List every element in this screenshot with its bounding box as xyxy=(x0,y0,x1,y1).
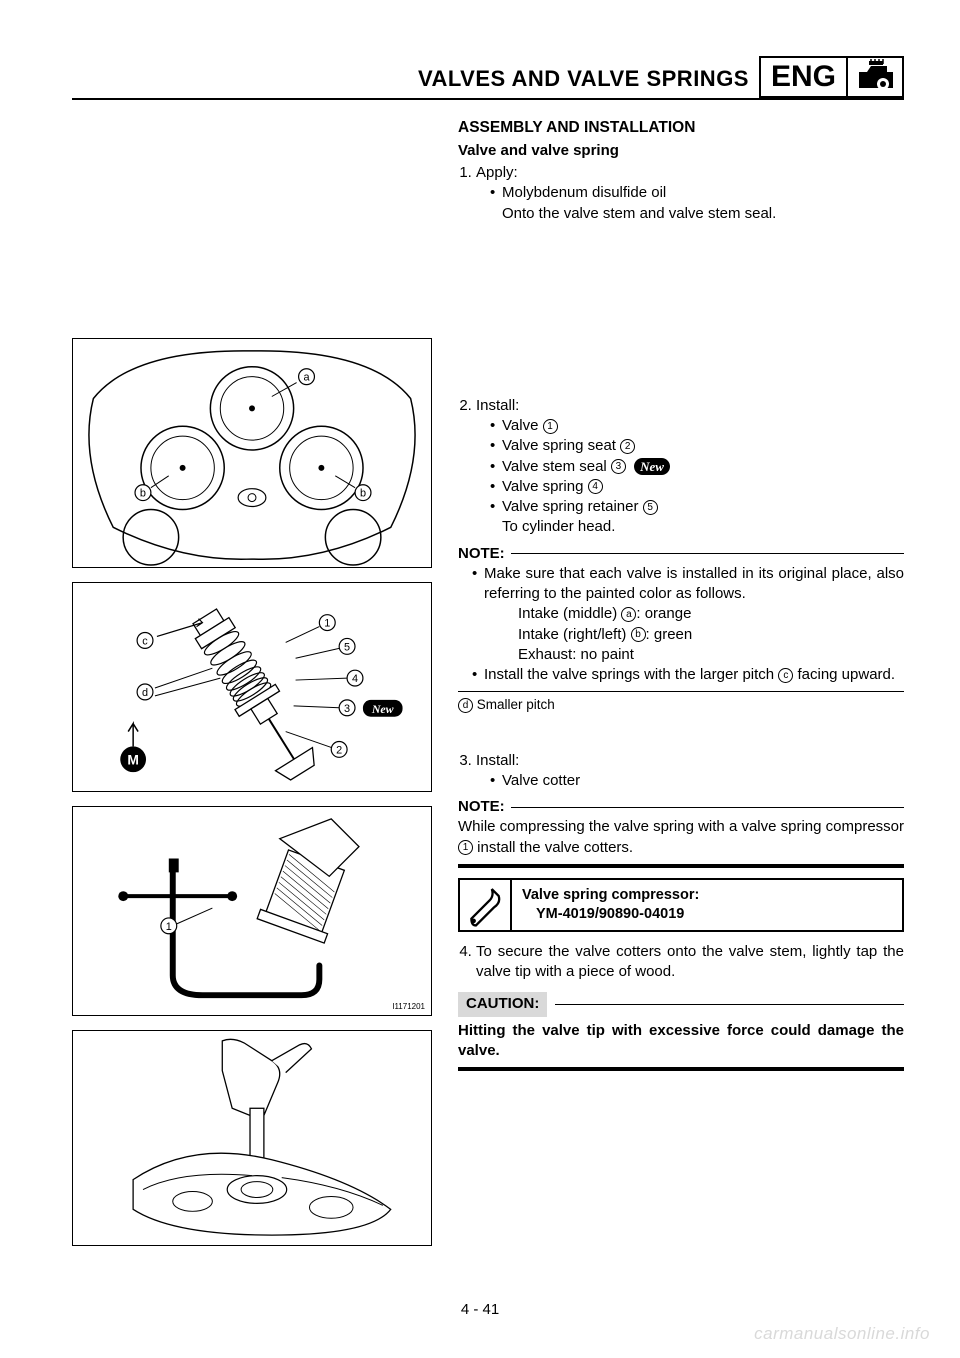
svg-text:a: a xyxy=(303,372,310,384)
tool-value: YM-4019/90890-04019 xyxy=(522,905,699,924)
svg-text:5: 5 xyxy=(344,641,350,653)
engine-icon xyxy=(848,56,904,98)
figure-4-tap-valve xyxy=(72,1030,432,1246)
svg-text:New: New xyxy=(371,702,394,716)
exhaust-nopaint: Exhaust: no paint xyxy=(518,645,904,665)
eng-label: ENG xyxy=(759,56,848,98)
step-1: Apply: Molybdenum disulfide oil Onto the… xyxy=(476,163,904,224)
svg-text:c: c xyxy=(142,635,148,647)
page-header: VALVES AND VALVE SPRINGS ENG xyxy=(72,56,904,100)
assembly-heading: ASSEMBLY AND INSTALLATION xyxy=(458,118,904,139)
figure-3-spring-compressor: 1 I1171201 xyxy=(72,806,432,1016)
step-2-spring: Valve spring 4 xyxy=(490,477,904,497)
new-badge: New xyxy=(634,458,670,476)
figure-2-valve-assembly: c d M 1 5 xyxy=(72,582,432,792)
step-3-item: Valve cotter xyxy=(490,771,904,791)
tool-spec-box: Valve spring compressor: YM-4019/90890-0… xyxy=(458,878,904,932)
wrench-icon xyxy=(460,880,512,930)
svg-text:b: b xyxy=(140,488,146,500)
step-2-seal: Valve stem seal 3 New xyxy=(490,457,904,477)
step-2-label: Install: xyxy=(476,397,519,414)
note-1-text: Make sure that each valve is installed i… xyxy=(472,564,904,605)
watermark: carmanualsonline.info xyxy=(754,1324,930,1344)
step-1-item: Molybdenum disulfide oil Onto the valve … xyxy=(490,183,904,224)
header-boxes: ENG xyxy=(759,56,904,98)
note-2-text: Install the valve springs with the large… xyxy=(472,665,904,685)
svg-text:1: 1 xyxy=(324,618,330,630)
step-4: To secure the valve cotters onto the val… xyxy=(476,942,904,983)
note-2-body: While compressing the valve spring with … xyxy=(458,817,904,858)
intake-middle: Intake (middle) a: orange xyxy=(518,604,904,624)
svg-text:M: M xyxy=(127,751,139,767)
tool-label: Valve spring compressor: xyxy=(522,886,699,905)
step-2: Install: Valve 1 Valve spring seat 2 Val… xyxy=(476,396,904,538)
figure-1-cylinder-head: a b b xyxy=(72,338,432,568)
page-number: 4 - 41 xyxy=(0,1301,960,1318)
caution-header: CAUTION: xyxy=(458,992,904,1016)
figure-3-id: I1171201 xyxy=(392,1002,425,1011)
step-2-retainer: Valve spring retainer 5To cylinder head. xyxy=(490,497,904,538)
step-1-label: Apply: xyxy=(476,164,518,181)
figures-column: a b b xyxy=(72,118,432,1246)
text-column: ASSEMBLY AND INSTALLATION Valve and valv… xyxy=(458,118,904,1246)
step-1-desc: Onto the valve stem and valve stem seal. xyxy=(502,205,776,222)
step-3-label: Install: xyxy=(476,752,519,769)
caution-text: Hitting the valve tip with excessive for… xyxy=(458,1021,904,1062)
svg-text:3: 3 xyxy=(344,703,350,715)
step-2-seat: Valve spring seat 2 xyxy=(490,436,904,456)
svg-text:d: d xyxy=(142,687,148,699)
intake-rightleft: Intake (right/left) b: green xyxy=(518,625,904,645)
step-3: Install: Valve cotter xyxy=(476,751,904,792)
note-2-header: NOTE: xyxy=(458,797,904,817)
step-2-valve: Valve 1 xyxy=(490,416,904,436)
svg-text:b: b xyxy=(360,488,366,500)
svg-text:2: 2 xyxy=(336,744,342,756)
section-title: VALVES AND VALVE SPRINGS xyxy=(418,56,759,98)
svg-text:1: 1 xyxy=(166,921,172,933)
note-1-header: NOTE: xyxy=(458,544,904,564)
svg-text:4: 4 xyxy=(352,673,358,685)
smaller-pitch-note: d Smaller pitch xyxy=(458,696,904,714)
assembly-subheading: Valve and valve spring xyxy=(458,141,904,161)
